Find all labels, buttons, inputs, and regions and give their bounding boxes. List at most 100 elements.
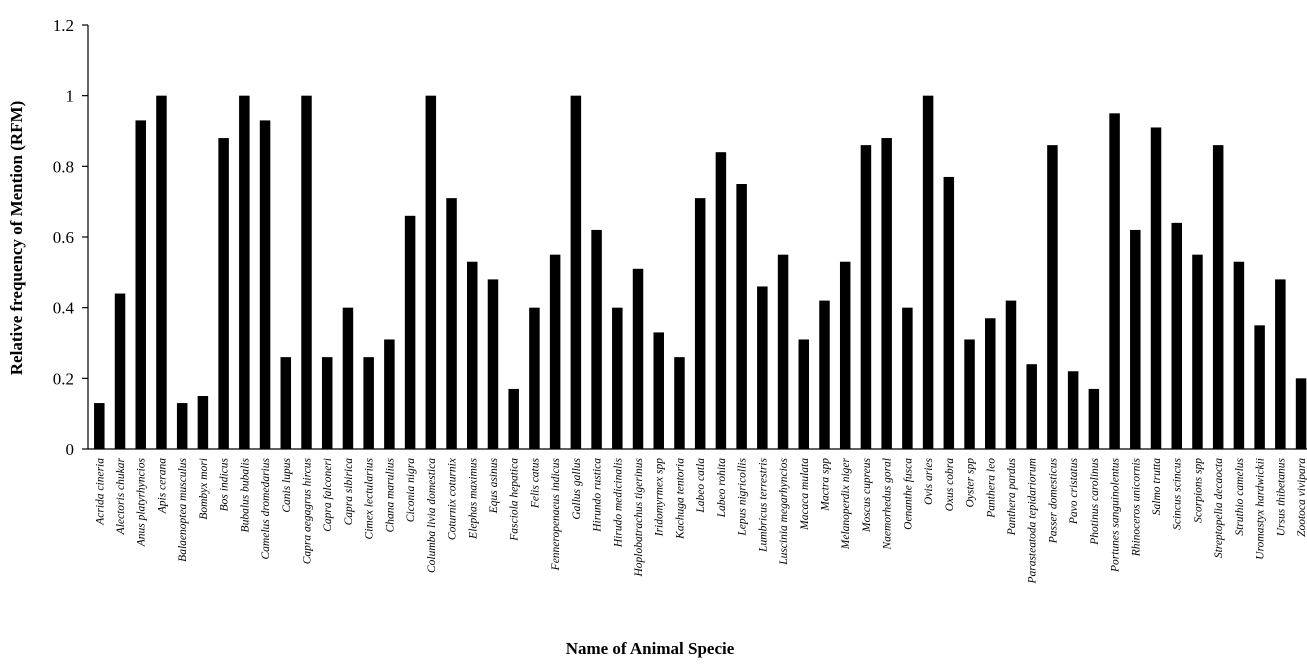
x-category-label: Oyster spp <box>965 458 977 508</box>
bar <box>259 120 271 450</box>
bar <box>363 357 374 449</box>
bar <box>1212 145 1224 449</box>
bar <box>342 307 354 449</box>
y-tick-label: 0.8 <box>53 157 74 176</box>
bar <box>529 307 540 449</box>
x-category-label: Moscus cupreus <box>861 457 873 533</box>
y-axis-title: Relative frequency of Mention (RFM) <box>7 101 26 375</box>
bar <box>964 339 975 449</box>
x-category-label: Mactra spp <box>820 458 832 512</box>
bar <box>384 339 395 449</box>
x-category-label: Acrida cineria <box>94 458 106 526</box>
x-category-label: Fasciola hepatica <box>509 458 521 542</box>
x-category-label: Passer domesticus <box>1047 457 1059 544</box>
bar <box>280 357 292 449</box>
x-category-label: Uromastyx hardwickii <box>1255 458 1267 560</box>
x-category-label: Lumbricus terrestris <box>757 457 769 552</box>
x-category-label: Salmo trutta <box>1151 458 1163 515</box>
x-category-label: Labeo catla <box>695 458 707 514</box>
x-category-label: Fenneropenaeus indicus <box>550 457 562 571</box>
y-tick-label: 0 <box>66 440 75 459</box>
bar <box>902 307 913 449</box>
bar <box>404 215 416 449</box>
bars <box>94 95 1307 450</box>
bar <box>197 396 209 449</box>
bar <box>1150 127 1162 449</box>
bar <box>757 286 768 449</box>
x-category-label: Scincus scincus <box>1172 457 1184 529</box>
y-tick-label: 0.4 <box>53 299 75 318</box>
bar <box>425 95 437 450</box>
bar <box>1047 145 1058 449</box>
x-category-label: Scorpions spp <box>1192 458 1204 523</box>
bar <box>1088 388 1100 449</box>
x-category-label: Camelus dromedarius <box>260 457 272 559</box>
x-category-label: Melanoperdix niger <box>840 457 852 550</box>
bar <box>632 268 644 449</box>
bar <box>881 138 892 450</box>
x-category-label: Naemorhedus goral <box>882 458 894 550</box>
bar <box>1005 300 1017 449</box>
x-category-label: Columba livia domestica <box>426 458 438 573</box>
bar <box>570 95 582 450</box>
x-category-label: Anus platyrhyncios <box>136 457 148 547</box>
x-category-label: Capra falconeri <box>322 458 334 532</box>
x-category-label: Oxus cobra <box>944 458 956 512</box>
bar <box>591 229 602 449</box>
x-category-label: Alectoris chukar <box>115 457 127 535</box>
x-category-label: Rhinoceros unicornis <box>1130 457 1142 557</box>
y-axis-ticks: 0 0.2 0.4 0.6 0.8 1 1.2 <box>53 16 88 459</box>
bar <box>736 184 747 449</box>
bar <box>1192 254 1203 449</box>
bar <box>1295 378 1307 449</box>
x-category-label: Portunes sanguinolentus <box>1110 457 1122 573</box>
bar <box>549 254 561 449</box>
bar <box>156 95 167 450</box>
bar <box>1130 229 1141 449</box>
bar <box>176 403 188 449</box>
bar <box>715 152 727 449</box>
bar <box>777 254 789 449</box>
x-category-label: Struthio camelus <box>1234 457 1246 535</box>
x-category-label: Kachuga tentoria <box>674 458 686 540</box>
x-category-label: Capra sibirica <box>343 458 355 526</box>
x-category-label: Canis lupus <box>281 457 293 512</box>
bar <box>798 339 810 449</box>
x-category-label: Streptopelia decaocta <box>1213 458 1225 558</box>
bar <box>985 318 996 449</box>
bar <box>1171 222 1182 449</box>
bar <box>1026 364 1037 449</box>
x-category-label: Bos indicus <box>219 457 231 511</box>
bar <box>487 279 499 449</box>
x-category-label: Pavo cristatus <box>1068 457 1080 525</box>
x-category-label: Ursus thibetanus <box>1275 457 1287 536</box>
bar <box>943 176 955 449</box>
bar <box>922 95 934 450</box>
bar <box>674 357 685 449</box>
bar <box>1067 371 1079 449</box>
x-category-label: Oenanthe fusca <box>902 458 914 530</box>
x-category-label: Cimex lectularius <box>364 457 376 539</box>
bar <box>446 198 457 449</box>
bar <box>1254 325 1265 449</box>
bar <box>508 388 519 449</box>
y-tick-label: 1.2 <box>53 16 74 35</box>
x-category-label: Photinus carolinus <box>1089 457 1101 545</box>
bar <box>819 300 830 449</box>
bar <box>839 261 851 449</box>
x-category-label: Bombyx mori <box>198 458 210 520</box>
x-category-label: Gallus gallus <box>571 457 583 519</box>
y-tick-label: 0.6 <box>53 228 74 247</box>
x-category-label: Lepus nigricollis <box>737 457 749 536</box>
x-category-label: Apis cerana <box>156 458 168 515</box>
y-tick-label: 1 <box>66 87 75 106</box>
x-category-label: Parasteatoda tepidariorum <box>1027 458 1039 585</box>
x-category-label: Bubalus bubalis <box>239 457 251 532</box>
x-axis-title: Name of Animal Specie <box>566 639 735 658</box>
x-category-label: Capra aegagrus hircus <box>302 457 314 564</box>
x-category-label: Elephas maximus <box>467 457 479 539</box>
bar <box>114 293 126 449</box>
y-tick-label: 0.2 <box>53 369 74 388</box>
bar <box>694 198 706 449</box>
